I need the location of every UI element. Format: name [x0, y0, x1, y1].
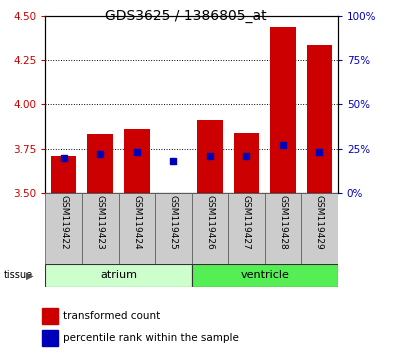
- Point: [316, 149, 323, 155]
- Bar: [228, 193, 265, 264]
- Point: [60, 155, 67, 160]
- Point: [207, 153, 213, 159]
- Text: GSM119425: GSM119425: [169, 195, 178, 250]
- Bar: [118, 193, 155, 264]
- Text: GSM119428: GSM119428: [278, 195, 288, 250]
- Bar: [124, 129, 150, 193]
- Point: [97, 151, 103, 157]
- Bar: [192, 193, 228, 264]
- Bar: [42, 308, 58, 324]
- Bar: [87, 133, 113, 193]
- Point: [280, 142, 286, 148]
- Bar: [45, 264, 192, 287]
- Text: percentile rank within the sample: percentile rank within the sample: [63, 333, 239, 343]
- Bar: [51, 156, 77, 193]
- Bar: [155, 193, 192, 264]
- Bar: [307, 45, 332, 193]
- Text: GSM119422: GSM119422: [59, 195, 68, 250]
- Text: GDS3625 / 1386805_at: GDS3625 / 1386805_at: [105, 9, 267, 23]
- Bar: [233, 133, 259, 193]
- Bar: [45, 193, 82, 264]
- Point: [243, 153, 250, 159]
- Text: transformed count: transformed count: [63, 311, 160, 321]
- Text: atrium: atrium: [100, 270, 137, 280]
- Text: GSM119424: GSM119424: [132, 195, 141, 250]
- Text: GSM119427: GSM119427: [242, 195, 251, 250]
- Text: tissue: tissue: [4, 270, 33, 280]
- Point: [170, 158, 177, 164]
- Bar: [265, 193, 301, 264]
- Text: ventricle: ventricle: [240, 270, 289, 280]
- Bar: [82, 193, 118, 264]
- Text: ▶: ▶: [26, 270, 33, 280]
- Bar: [42, 330, 58, 346]
- Bar: [270, 28, 296, 193]
- Text: GSM119423: GSM119423: [96, 195, 105, 250]
- Bar: [197, 120, 223, 193]
- Text: GSM119429: GSM119429: [315, 195, 324, 250]
- Bar: [301, 193, 338, 264]
- Point: [134, 149, 140, 155]
- Bar: [192, 264, 338, 287]
- Text: GSM119426: GSM119426: [205, 195, 214, 250]
